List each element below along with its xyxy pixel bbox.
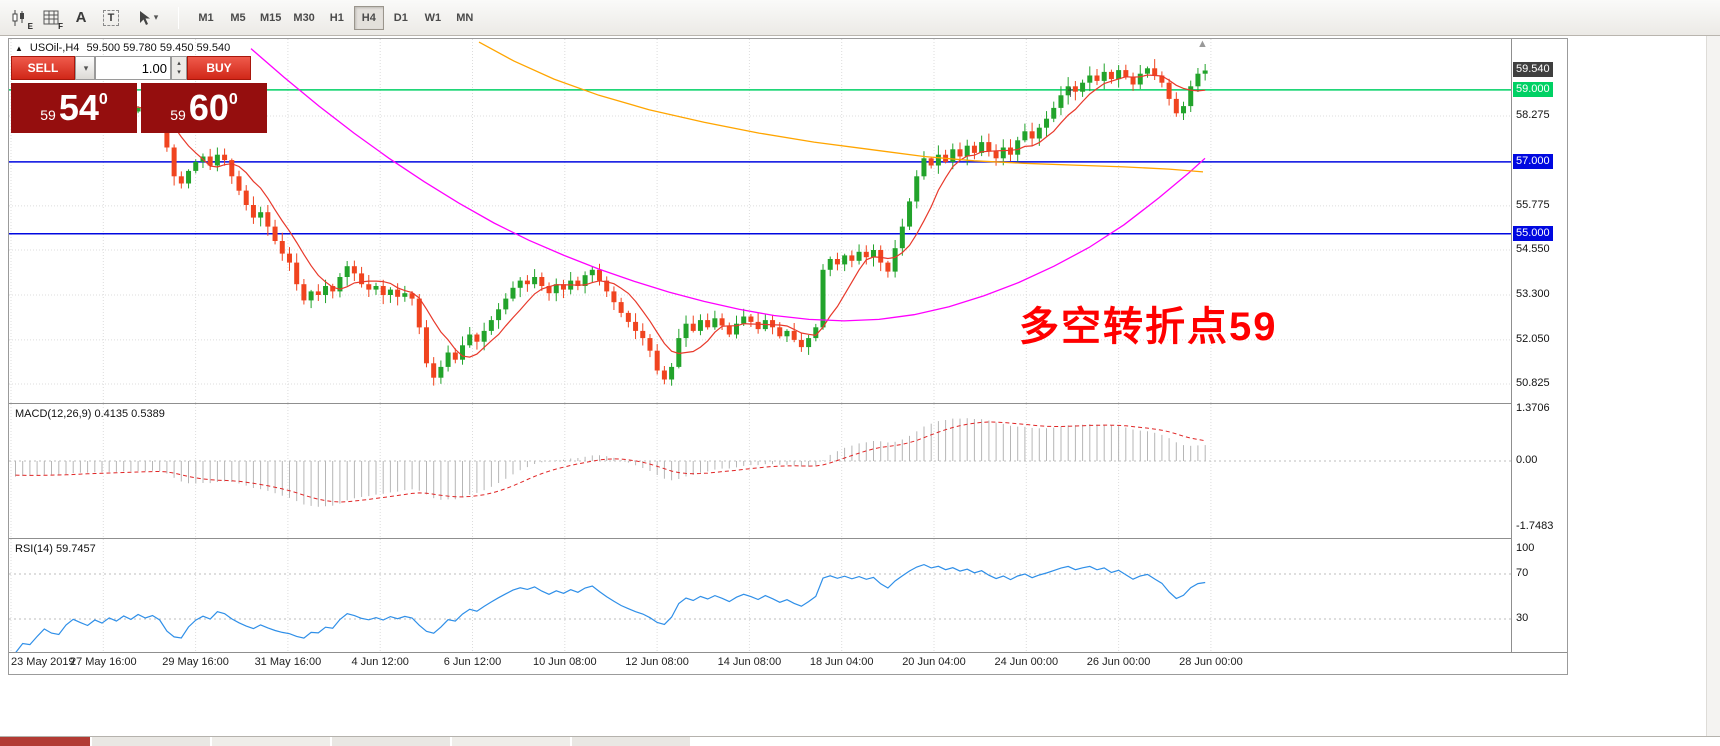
symbol-timeframe-label: USOil-,H4	[29, 42, 80, 54]
toolbar-separator	[178, 6, 179, 29]
time-axis-label: 6 Jun 12:00	[443, 656, 502, 668]
spinner-down-icon[interactable]: ▾	[177, 69, 181, 76]
timeframe-m5[interactable]: M5	[230, 11, 246, 24]
timeframe-w1[interactable]: W1	[424, 11, 442, 24]
chevron-down-icon: ▾	[83, 62, 89, 73]
spinner-up-icon[interactable]: ▴	[177, 60, 181, 67]
timeframe-h4[interactable]: H4	[353, 5, 384, 30]
time-axis-label: 20 Jun 04:00	[902, 656, 966, 668]
time-axis-label: 29 May 16:00	[162, 656, 229, 668]
macd-axis-label: -1.7483	[1516, 520, 1554, 532]
textbox-tool-glyph: T	[102, 9, 120, 26]
time-axis-label: 12 Jun 08:00	[625, 656, 689, 668]
text-box-icon[interactable]: T	[98, 5, 124, 31]
minimized-chart-tab[interactable]	[0, 737, 90, 746]
ask-sup: 0	[228, 91, 238, 108]
pane-separator[interactable]	[9, 403, 1567, 404]
rsi-axis-label: 100	[1516, 542, 1535, 554]
cursor-mark-icon: †	[1067, 85, 1074, 99]
main-price-chart[interactable]	[9, 39, 1511, 403]
chart-ohlc-header: ▲ USOil-,H4 59.500 59.780 59.450 59.540	[15, 42, 230, 54]
time-axis-label: 23 May 2019	[11, 656, 75, 668]
one-click-trading-panel: SELL ▾ ▴ ▾ BUY 59 54 0 59 60 0	[11, 56, 267, 133]
ohlc-values: 59.500 59.780 59.450 59.540	[86, 42, 231, 54]
macd-axis-label: 1.3706	[1516, 402, 1550, 414]
time-axis-label: 4 Jun 12:00	[351, 656, 409, 668]
time-axis-label: 27 May 16:00	[69, 656, 137, 668]
timeframe-mn[interactable]: MN	[456, 11, 474, 24]
price-axis-label: 55.775	[1516, 199, 1550, 211]
bid-price-display[interactable]: 59 54 0	[11, 83, 137, 133]
minimized-windows-bar	[0, 736, 1720, 746]
icon-badge: F	[58, 21, 63, 31]
icon-badge: E	[27, 21, 33, 31]
time-axis-label: 31 May 16:00	[254, 656, 322, 668]
bid-prefix: 59	[40, 107, 56, 123]
price-tag: 59.540	[1513, 62, 1553, 77]
time-axis-label: 24 Jun 00:00	[994, 656, 1059, 668]
price-axis-label: 52.050	[1516, 333, 1550, 345]
price-tag: 55.000	[1513, 226, 1553, 241]
volume-dropdown[interactable]: ▾	[75, 56, 95, 80]
timeframe-group: M1 M5 M15 M30 H1 H4 D1 W1 MN	[191, 5, 480, 30]
timeframe-m30[interactable]: M30	[293, 11, 315, 24]
price-axis-label: 54.550	[1516, 243, 1550, 255]
macd-label: MACD(12,26,9) 0.4135 0.5389	[15, 408, 165, 420]
timeframe-m1[interactable]: M1	[198, 11, 214, 24]
minimized-chart-tab[interactable]	[572, 737, 690, 746]
volume-input[interactable]	[95, 56, 171, 80]
chart-style-icon[interactable]: E	[8, 5, 34, 31]
timeframe-d1[interactable]: D1	[393, 11, 408, 24]
price-tag: 57.000	[1513, 154, 1553, 169]
text-tool-glyph: A	[75, 9, 87, 26]
time-axis-label: 26 Jun 00:00	[1086, 656, 1151, 668]
minimized-chart-tab[interactable]	[332, 737, 450, 746]
rsi-label: RSI(14) 59.7457	[15, 543, 96, 555]
sell-button[interactable]: SELL	[11, 56, 75, 80]
bid-sup: 0	[98, 91, 108, 108]
toolbar: E F A T ▾ M1 M5 M15 M30 H1 H4 D1 W1 MN	[0, 0, 1720, 36]
price-axis[interactable]: 59.540 59.000 58.275 57.000 55.775 55.000 54.5…	[1511, 39, 1567, 652]
text-label-icon[interactable]: A	[68, 5, 94, 31]
candlestick-glyph	[12, 9, 24, 26]
rsi-indicator-pane[interactable]	[9, 539, 1511, 652]
price-axis-label: 53.300	[1516, 288, 1550, 300]
symbol-marker-icon: ▲	[15, 43, 23, 53]
ask-price-display[interactable]: 59 60 0	[141, 83, 267, 133]
grid-glyph	[43, 10, 59, 24]
bid-main: 54	[58, 87, 99, 128]
ask-prefix: 59	[170, 107, 186, 123]
buy-button[interactable]: BUY	[187, 56, 251, 80]
volume-spinner[interactable]: ▴ ▾	[171, 56, 187, 80]
time-axis[interactable]: 23 May 2019 27 May 16:00 29 May 16:00 31 Ma…	[9, 653, 1567, 674]
rsi-axis-label: 30	[1516, 612, 1529, 624]
chart-window: 59.540 59.000 58.275 57.000 55.775 55.000 54.5…	[8, 38, 1568, 675]
ask-main: 60	[188, 87, 229, 128]
pane-separator	[9, 652, 1567, 653]
time-axis-label: 28 Jun 00:00	[1179, 656, 1243, 668]
time-axis-label: 10 Jun 08:00	[532, 656, 597, 668]
price-axis-label: 50.825	[1516, 377, 1550, 389]
minimized-chart-tab[interactable]	[212, 737, 330, 746]
timeframe-m15[interactable]: M15	[260, 11, 282, 24]
chart-annotation: 多空转折点59	[1019, 305, 1278, 349]
chevron-down-icon: ▾	[153, 12, 159, 22]
minimized-chart-tab[interactable]	[452, 737, 570, 746]
macd-indicator-pane[interactable]	[9, 404, 1511, 538]
price-shift-marker-icon[interactable]: ▲	[1197, 38, 1208, 50]
macd-axis-label: 0.00	[1516, 454, 1538, 466]
grid-icon[interactable]: F	[38, 5, 64, 31]
right-scrollbar-gutter[interactable]	[1706, 36, 1720, 746]
pane-separator[interactable]	[9, 538, 1567, 539]
cursor-arrow-glyph	[139, 10, 150, 25]
price-tag: 59.000	[1513, 82, 1553, 97]
minimized-chart-tab[interactable]	[92, 737, 210, 746]
time-axis-label: 14 Jun 08:00	[717, 656, 782, 668]
cursor-tool-icon[interactable]: ▾	[128, 5, 166, 31]
timeframe-h1[interactable]: H1	[329, 11, 344, 24]
price-axis-label: 58.275	[1516, 109, 1550, 121]
time-axis-label: 18 Jun 04:00	[809, 656, 874, 668]
rsi-axis-label: 70	[1516, 567, 1529, 579]
